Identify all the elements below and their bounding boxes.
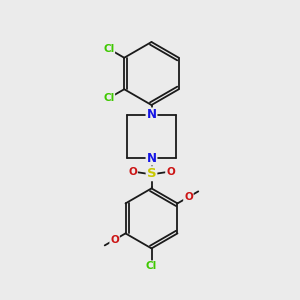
Text: S: S xyxy=(147,167,156,180)
Text: N: N xyxy=(146,152,157,165)
Text: O: O xyxy=(110,235,119,245)
Text: Cl: Cl xyxy=(103,44,114,54)
Text: O: O xyxy=(166,167,175,177)
Text: O: O xyxy=(128,167,137,177)
Text: N: N xyxy=(146,108,157,122)
Text: Cl: Cl xyxy=(103,93,114,103)
Text: Cl: Cl xyxy=(146,261,157,272)
Text: O: O xyxy=(184,192,193,202)
